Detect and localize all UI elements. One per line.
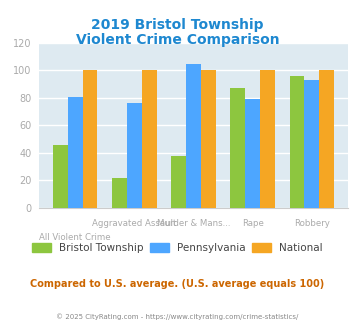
Bar: [319, 70, 334, 208]
Bar: [230, 88, 245, 208]
Text: Violent Crime Comparison: Violent Crime Comparison: [76, 33, 279, 47]
Bar: [186, 63, 201, 208]
Text: 2019 Bristol Township: 2019 Bristol Township: [91, 18, 264, 32]
Text: Murder & Mans...: Murder & Mans...: [157, 219, 230, 228]
Bar: [68, 96, 83, 208]
Bar: [260, 70, 275, 208]
Legend: Bristol Township, Pennsylvania, National: Bristol Township, Pennsylvania, National: [32, 243, 323, 253]
Text: Compared to U.S. average. (U.S. average equals 100): Compared to U.S. average. (U.S. average …: [31, 279, 324, 289]
Bar: [201, 70, 215, 208]
Bar: [112, 178, 127, 208]
Text: © 2025 CityRating.com - https://www.cityrating.com/crime-statistics/: © 2025 CityRating.com - https://www.city…: [56, 314, 299, 320]
Bar: [304, 80, 319, 208]
Bar: [53, 145, 68, 208]
Text: All Violent Crime: All Violent Crime: [39, 233, 111, 242]
Bar: [142, 70, 157, 208]
Bar: [127, 103, 142, 208]
Text: Aggravated Assault: Aggravated Assault: [92, 219, 176, 228]
Text: Rape: Rape: [242, 219, 263, 228]
Text: Robbery: Robbery: [294, 219, 330, 228]
Bar: [290, 76, 304, 208]
Bar: [83, 70, 97, 208]
Bar: [171, 156, 186, 208]
Bar: [245, 99, 260, 208]
